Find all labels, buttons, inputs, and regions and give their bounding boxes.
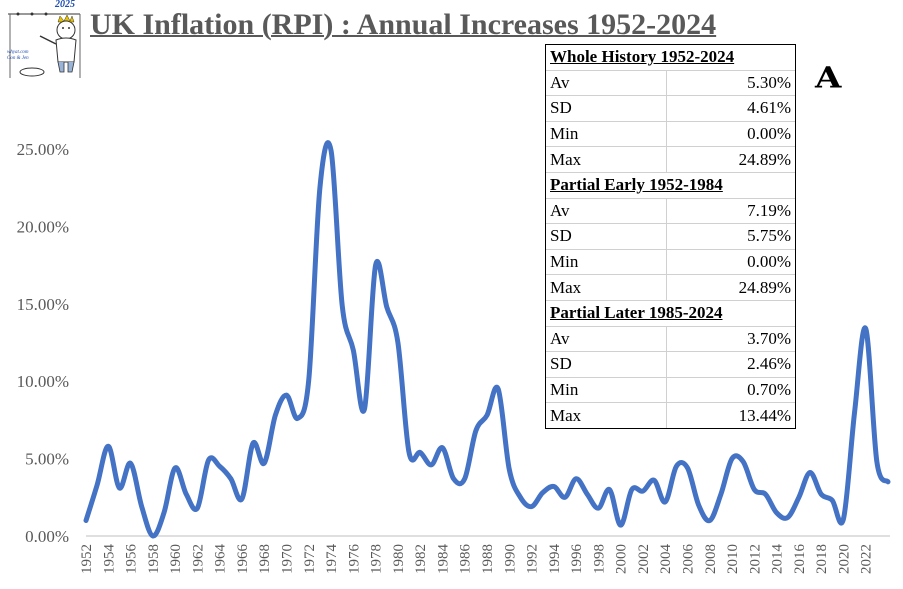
stats-label: Min <box>546 121 667 148</box>
stats-value: 5.75% <box>666 223 795 250</box>
x-tick-label: 1976 <box>346 544 362 575</box>
series-line <box>83 140 891 539</box>
stats-row: Min 0.00% <box>546 249 795 276</box>
stats-value: 0.70% <box>666 377 795 404</box>
stats-row: SD 4.61% <box>546 95 795 122</box>
x-tick-label: 2016 <box>792 544 808 575</box>
x-tick-label: 1974 <box>324 544 340 575</box>
x-tick-label: 2004 <box>658 544 674 575</box>
y-tick-label: 0.00% <box>25 527 69 546</box>
stats-label: Max <box>546 402 667 428</box>
x-tick-label: 1966 <box>235 544 251 575</box>
stats-label: Min <box>546 377 667 404</box>
chart-title: UK Inflation (RPI) : Annual Increases 19… <box>90 8 717 41</box>
x-tick-label: 1964 <box>213 544 229 575</box>
x-tick-label: 2012 <box>747 544 763 574</box>
x-tick-label: 1962 <box>190 544 206 574</box>
logo-caption-line-1: whyat.com <box>7 50 29 55</box>
stats-heading: Partial Later 1985-2024 <box>546 300 795 327</box>
y-tick-label: 15.00% <box>17 295 69 314</box>
x-tick-label: 1998 <box>591 544 607 574</box>
stats-table: Whole History 1952-2024 Av 5.30% SD 4.61% … <box>545 44 796 429</box>
stats-label: Min <box>546 249 667 276</box>
stats-row: Min 0.00% <box>546 121 795 148</box>
x-tick-label: 1994 <box>547 544 563 575</box>
stats-value: 5.30% <box>666 70 795 97</box>
stats-value: 13.44% <box>738 405 791 425</box>
logo-caption-line-2: Con & Jen <box>7 56 29 61</box>
stats-label: Av <box>546 198 667 225</box>
stats-label: SD <box>546 351 667 378</box>
x-tick-label: 1984 <box>435 544 451 575</box>
cartoon-figure-icon <box>8 12 81 78</box>
brand-logo: 2025 whyat.com Con & Jen <box>0 0 88 80</box>
x-tick-label: 2002 <box>636 544 652 574</box>
x-tick-label: 1988 <box>480 544 496 574</box>
x-tick-label: 1956 <box>124 544 140 575</box>
x-tick-label: 1972 <box>302 544 318 574</box>
x-tick-label: 2006 <box>681 544 697 575</box>
stats-value: 24.89% <box>666 146 795 173</box>
stats-row: Max 13.44% <box>546 402 795 428</box>
stats-row: Max 24.89% <box>546 146 795 173</box>
x-tick-label: 2000 <box>614 544 630 574</box>
y-tick-label: 5.00% <box>25 450 69 469</box>
stats-row: Min 0.70% <box>546 377 795 404</box>
x-tick-label: 1986 <box>458 544 474 575</box>
stats-heading: Partial Early 1952-1984 <box>546 172 795 199</box>
x-tick-label: 2022 <box>859 544 875 574</box>
stats-label: Max <box>546 274 667 301</box>
x-tick-label: 1996 <box>569 544 585 575</box>
x-tick-label: 1954 <box>101 544 117 575</box>
stats-row: Av 7.19% <box>546 198 795 225</box>
x-tick-label: 1990 <box>502 544 518 574</box>
stats-value: 4.61% <box>666 95 795 122</box>
stats-label: SD <box>546 95 667 122</box>
stats-row: SD 5.75% <box>546 223 795 250</box>
brand-mark: A <box>815 61 842 95</box>
stats-row: Max 24.89% <box>546 274 795 301</box>
stats-label: SD <box>546 223 667 250</box>
y-tick-label: 20.00% <box>17 217 69 236</box>
y-tick-label: 25.00% <box>17 140 69 159</box>
stats-row: SD 2.46% <box>546 351 795 378</box>
stats-value: 7.19% <box>666 198 795 225</box>
x-tick-label: 1968 <box>257 544 273 574</box>
stats-heading-row: Partial Early 1952-1984 <box>546 172 795 199</box>
x-tick-label: 2010 <box>725 544 741 574</box>
stats-heading: Whole History 1952-2024 <box>546 45 795 71</box>
x-tick-label: 1980 <box>391 544 407 574</box>
x-tick-label: 1960 <box>168 544 184 574</box>
x-tick-label: 2008 <box>703 544 719 574</box>
stats-label: Av <box>546 70 667 97</box>
stats-value: 2.46% <box>666 351 795 378</box>
x-tick-label: 1952 <box>79 544 95 574</box>
stats-value: 24.89% <box>666 274 795 301</box>
stats-heading-row: Whole History 1952-2024 <box>546 45 795 71</box>
x-tick-label: 1970 <box>280 544 296 574</box>
stats-label: Max <box>546 146 667 173</box>
stats-value: 3.70% <box>666 326 795 353</box>
x-tick-label: 1982 <box>413 544 429 574</box>
x-tick-label: 1978 <box>369 544 385 574</box>
x-tick-label: 1958 <box>146 544 162 574</box>
stats-row: Av 3.70% <box>546 326 795 353</box>
stats-value: 0.00% <box>666 249 795 276</box>
logo-year: 2025 <box>55 0 75 10</box>
stats-row: Av 5.30% <box>546 70 795 97</box>
x-tick-label: 2014 <box>770 544 786 575</box>
x-tick-label: 2020 <box>836 544 852 574</box>
stats-value: 0.00% <box>666 121 795 148</box>
stats-label: Av <box>546 326 667 353</box>
x-tick-label: 1992 <box>525 544 541 574</box>
y-tick-label: 10.00% <box>17 372 69 391</box>
logo-caption: whyat.com Con & Jen <box>7 50 29 62</box>
stats-heading-row: Partial Later 1985-2024 <box>546 300 795 327</box>
x-tick-label: 2018 <box>814 544 830 574</box>
